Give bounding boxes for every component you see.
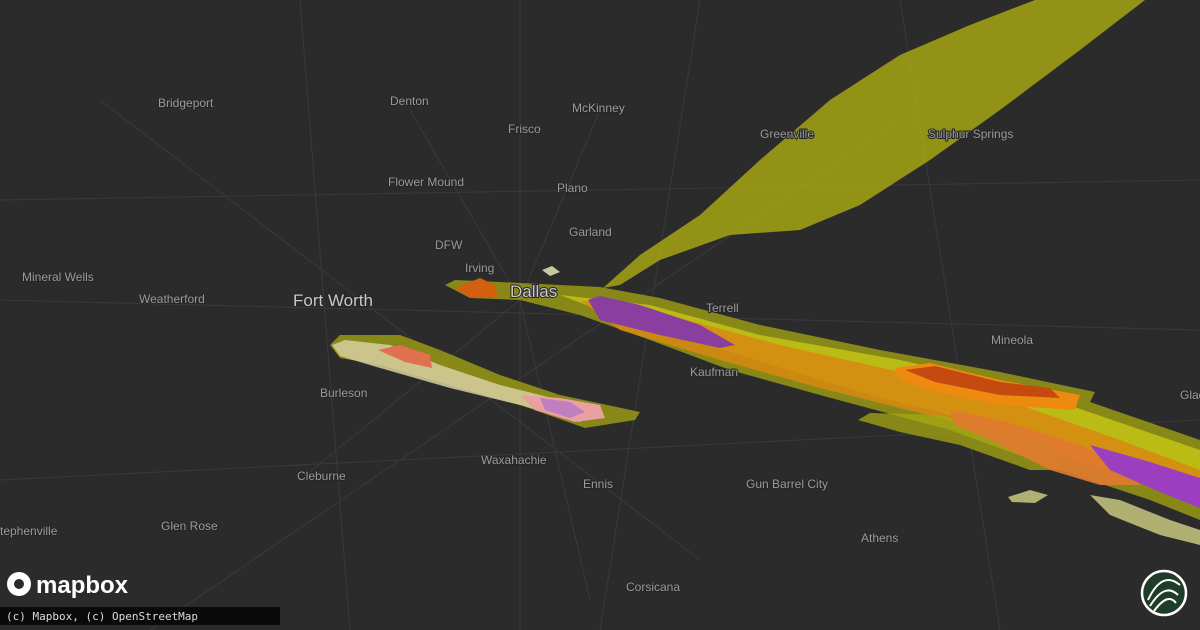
place-label: Stephenville (0, 524, 58, 538)
storm-swaths (330, 0, 1200, 545)
place-label: Ennis (583, 477, 613, 491)
place-label: Bridgeport (158, 96, 214, 110)
corner-logo-circle (1140, 569, 1188, 617)
swath (542, 266, 560, 276)
logo-icon-inner (14, 579, 24, 589)
swath (905, 366, 1060, 398)
place-labels: Denton McKinney Bridgeport Frisco Flower… (0, 93, 1200, 595)
swath (858, 413, 1060, 470)
place-label: Irving (465, 261, 494, 275)
place-label: Gun Barrel City (746, 477, 828, 491)
swath (378, 345, 432, 368)
place-label: Garland (569, 225, 612, 239)
swath (1090, 495, 1200, 545)
place-label: Gladewater (1180, 388, 1200, 402)
place-label: Cleburne (297, 469, 346, 483)
attribution[interactable]: (c) Mapbox, (c) OpenStreetMap (6, 610, 198, 623)
corner-logo-mark (1147, 579, 1181, 612)
swath (540, 398, 585, 418)
place-label: DFW (435, 238, 463, 252)
place-label: Waxahachie (481, 453, 547, 467)
place-label: Mineral Wells (22, 270, 94, 284)
place-label: Fort Worth (293, 291, 373, 310)
place-label: Terrell (706, 301, 739, 315)
swath (950, 410, 1140, 485)
place-label: Sulphur Springs (928, 127, 1013, 141)
mapbox-logo: mapbox (7, 572, 129, 599)
place-label: Greenville (760, 127, 814, 141)
place-label: Burleson (320, 386, 367, 400)
place-label: Glen Rose (161, 519, 218, 533)
place-label: Athens (861, 531, 898, 545)
place-label: Flower Mound (388, 175, 464, 189)
place-label: Weatherford (139, 292, 205, 306)
place-label: Plano (557, 181, 588, 195)
corner-logo (1140, 569, 1188, 617)
place-label: McKinney (572, 101, 625, 115)
place-label: Corsicana (626, 580, 680, 594)
swath (603, 0, 1145, 288)
swath (588, 296, 735, 348)
swath (1090, 445, 1200, 508)
place-label: Denton (390, 94, 429, 108)
place-label: Mineola (991, 333, 1033, 347)
place-label: Dallas (510, 282, 557, 301)
attribution-box (0, 607, 280, 625)
place-label: Frisco (508, 122, 541, 136)
place-label: Kaufman (690, 365, 738, 379)
swath (455, 278, 498, 298)
swath (1008, 490, 1048, 503)
logo-text: mapbox (36, 572, 129, 599)
